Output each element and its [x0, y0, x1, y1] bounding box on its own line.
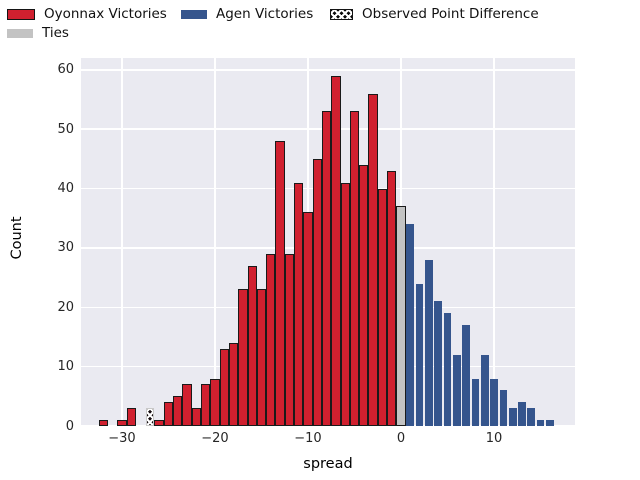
- histogram-bar-agen-x3: [425, 259, 433, 426]
- legend-swatch-icon: [7, 28, 33, 38]
- observed-point-difference-marker: [145, 408, 154, 426]
- legend-label: Observed Point Difference: [362, 6, 539, 22]
- histogram-bar-oyonnax-x-2: [377, 188, 388, 426]
- histogram-bar-agen-x2: [415, 283, 424, 426]
- legend-label: Ties: [42, 25, 69, 41]
- histogram-bar-oyonnax-x-32: [98, 420, 108, 426]
- legend-label: Agen Victories: [216, 6, 314, 22]
- histogram-bar-oyonnax-x-8: [321, 111, 332, 426]
- histogram-bar-agen-x9: [480, 354, 489, 426]
- legend: Oyonnax Victories Agen Victories Observed …: [0, 0, 640, 46]
- histogram-bar-oyonnax-x-30: [117, 420, 127, 426]
- histogram-bar-oyonnax-x-22: [191, 408, 201, 426]
- histogram-bar-ties-x0: [396, 206, 406, 426]
- histogram-bar-agen-x15: [536, 420, 545, 426]
- histogram-bar-oyonnax-x-15: [256, 289, 267, 426]
- histogram-bar-oyonnax-x-23: [182, 384, 192, 426]
- histogram-bar-oyonnax-x-13: [275, 141, 285, 426]
- legend-label: Oyonnax Victories: [44, 6, 167, 22]
- histogram-bar-oyonnax-x-6: [340, 182, 350, 426]
- histogram-bar-agen-x4: [434, 301, 443, 426]
- x-tick-label--10: −10: [294, 431, 322, 446]
- gridline-y-0: [81, 425, 575, 427]
- y-tick-label-20: 20: [57, 299, 74, 315]
- legend-item-observed-point-difference: Observed Point Difference: [330, 6, 539, 22]
- histogram-bar-oyonnax-x-7: [331, 75, 341, 426]
- histogram-bar-oyonnax-x-18: [228, 342, 239, 426]
- gridline-x-10: [493, 58, 495, 426]
- legend-item-oyonnax-victories: Oyonnax Victories: [7, 6, 167, 22]
- x-tick-label--20: −20: [201, 431, 229, 446]
- histogram-bar-oyonnax-x-24: [173, 396, 183, 426]
- histogram-bar-agen-x5: [443, 313, 452, 426]
- histogram-bar-agen-x7: [462, 325, 470, 426]
- legend-item-ties: Ties: [7, 25, 69, 41]
- histogram-bar-agen-x13: [518, 402, 526, 426]
- histogram-bar-oyonnax-x-4: [359, 164, 369, 426]
- histogram-bar-agen-x10: [490, 378, 498, 426]
- x-tick-label--30: −30: [108, 431, 136, 446]
- legend-swatch-icon: [7, 8, 35, 20]
- histogram-bar-oyonnax-x-5: [349, 111, 360, 426]
- histogram-bar-agen-x12: [508, 408, 517, 426]
- legend-item-agen-victories: Agen Victories: [181, 6, 313, 22]
- histogram-bar-oyonnax-x-14: [266, 253, 276, 426]
- y-tick-label-10: 10: [57, 359, 74, 375]
- histogram-bar-oyonnax-x-26: [154, 420, 164, 426]
- y-tick-label-0: 0: [65, 418, 74, 434]
- histogram-bar-agen-x11: [499, 390, 508, 426]
- x-tick-label-0: 0: [396, 431, 406, 446]
- histogram-bar-oyonnax-x-10: [303, 212, 313, 426]
- histogram-bar-oyonnax-x-12: [284, 253, 295, 426]
- histogram-bar-oyonnax-x-29: [126, 408, 136, 426]
- histogram-bar-agen-x16: [546, 420, 554, 426]
- histogram-bar-agen-x14: [527, 408, 536, 426]
- histogram-bar-oyonnax-x-9: [312, 158, 322, 426]
- histogram-bar-oyonnax-x-16: [247, 265, 257, 426]
- legend-swatch-icon: [181, 9, 207, 19]
- histogram-bar-oyonnax-x-21: [201, 384, 211, 426]
- histogram-bar-agen-x1: [406, 224, 415, 426]
- histogram-bar-oyonnax-x-17: [238, 289, 248, 426]
- histogram-bar-oyonnax-x-1: [387, 170, 397, 426]
- histogram-bar-oyonnax-x-11: [294, 182, 304, 426]
- y-tick-label-50: 50: [57, 121, 74, 137]
- histogram-bar-agen-x8: [471, 378, 480, 426]
- legend-swatch-icon: [330, 8, 353, 20]
- histogram-bar-oyonnax-x-20: [210, 378, 220, 426]
- gridline-y-60: [81, 69, 575, 71]
- y-tick-label-60: 60: [57, 62, 74, 78]
- gridline-x--30: [121, 58, 123, 426]
- histogram-bar-oyonnax-x-3: [368, 93, 378, 426]
- y-tick-label-40: 40: [57, 181, 74, 197]
- y-tick-label-30: 30: [57, 240, 74, 256]
- histogram-bar-agen-x6: [452, 354, 461, 426]
- gridline-x--20: [214, 58, 216, 426]
- histogram-bar-oyonnax-x-19: [219, 348, 229, 426]
- histogram-bar-oyonnax-x-25: [163, 402, 174, 426]
- x-tick-label-10: 10: [485, 431, 503, 446]
- plot-area: [81, 58, 575, 427]
- x-axis-label: spread: [303, 456, 353, 472]
- y-axis-label: Count: [9, 216, 25, 260]
